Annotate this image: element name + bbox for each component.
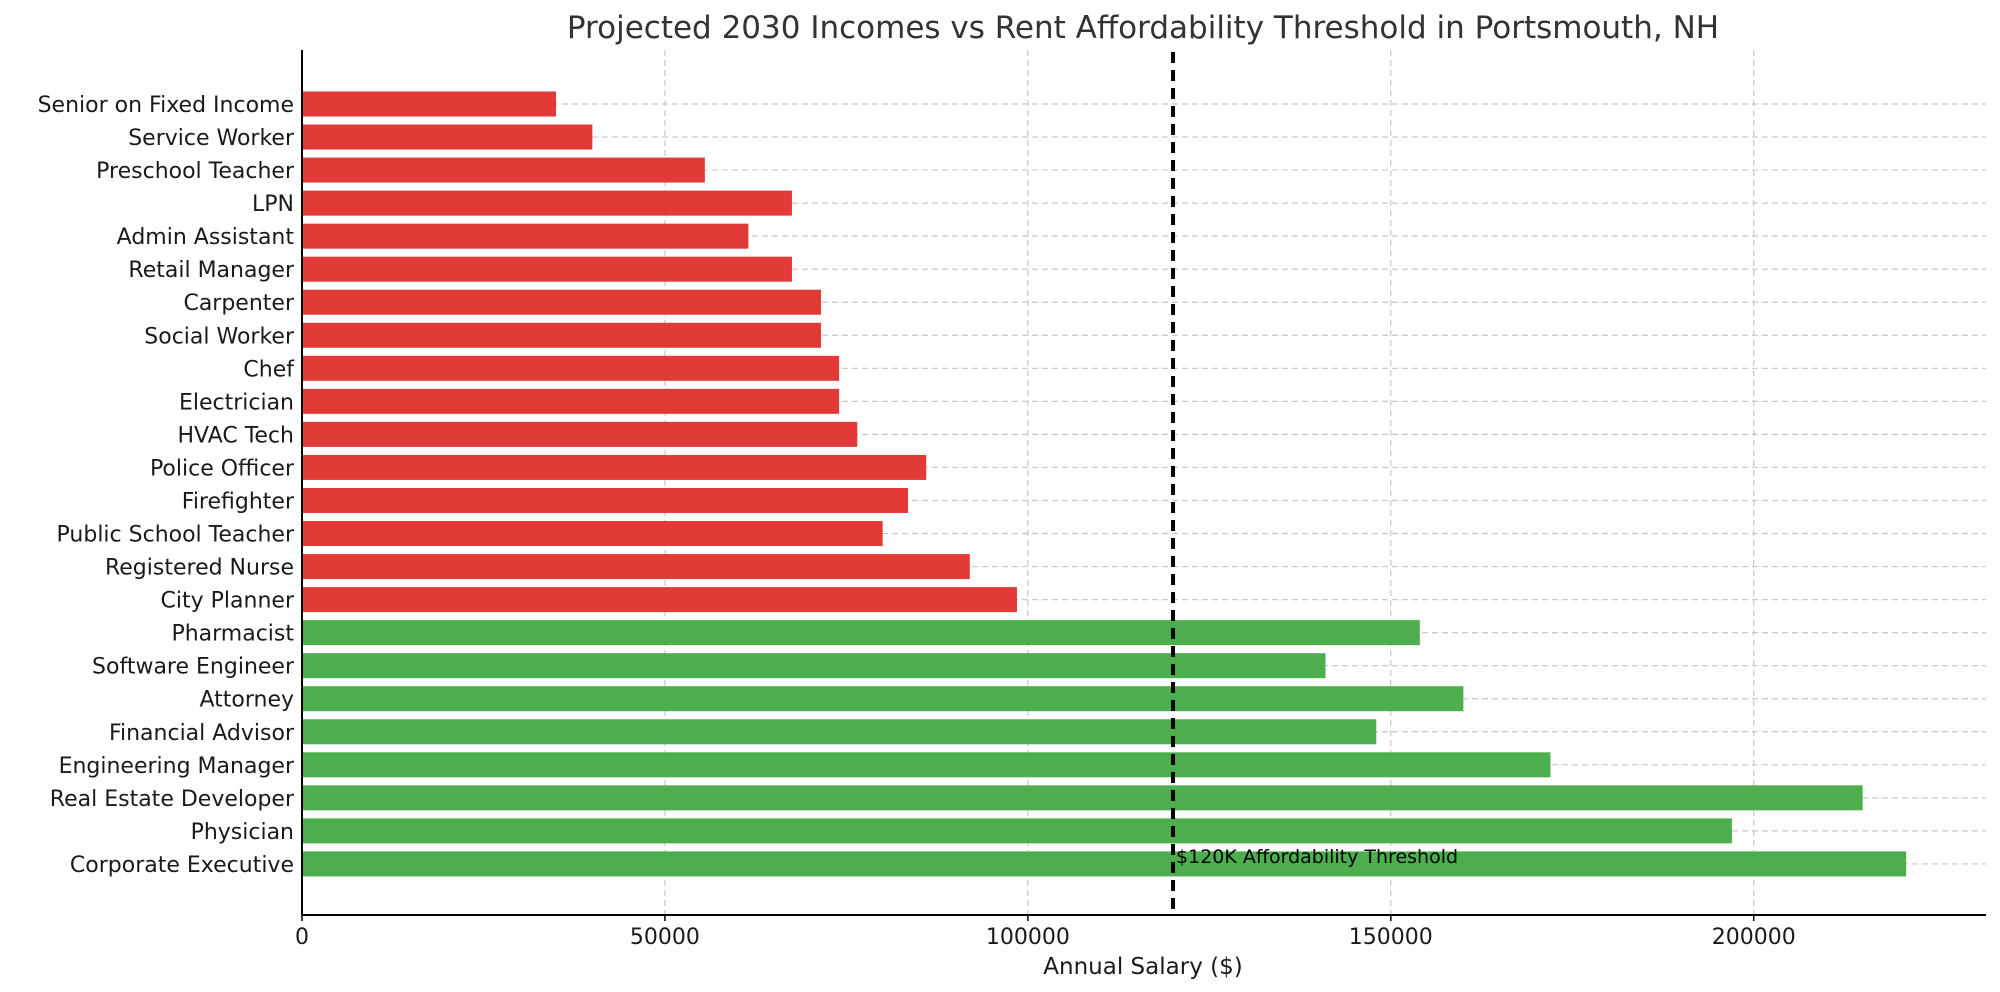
y-tick-label-7: Social Worker — [144, 324, 295, 349]
x-tick-label-0: 0 — [295, 925, 309, 950]
y-tick-label-16: Pharmacist — [171, 622, 294, 647]
bar-15 — [302, 587, 1017, 613]
bar-13 — [302, 521, 883, 547]
threshold-label: $120K Affordability Threshold — [1176, 846, 1458, 868]
y-tick-label-23: Corporate Executive — [70, 853, 294, 878]
y-tick-label-15: City Planner — [161, 589, 295, 614]
axes — [301, 50, 1986, 916]
bar-19 — [302, 719, 1377, 745]
bar-10 — [302, 421, 858, 447]
bar-2 — [302, 157, 705, 183]
y-tick-label-19: Financial Advisor — [109, 721, 295, 746]
y-tick-label-9: Electrician — [179, 390, 294, 415]
y-tick-label-0: Senior on Fixed Income — [38, 93, 294, 118]
x-tick-label-2: 100000 — [986, 925, 1070, 950]
bar-4 — [302, 223, 749, 249]
bar-9 — [302, 388, 840, 414]
bar-23 — [302, 851, 1907, 877]
y-tick-label-1: Service Worker — [128, 126, 295, 151]
y-tick-label-10: HVAC Tech — [178, 423, 294, 448]
y-tick-label-20: Engineering Manager — [59, 754, 295, 779]
y-tick-label-11: Police Officer — [150, 456, 295, 481]
bar-6 — [302, 289, 821, 315]
x-tick-label-3: 150000 — [1349, 925, 1433, 950]
bar-18 — [302, 686, 1464, 712]
y-tick-label-4: Admin Assistant — [117, 225, 295, 250]
bar-1 — [302, 124, 593, 150]
bar-21 — [302, 785, 1863, 811]
bar-7 — [302, 322, 821, 348]
chart-title: Projected 2030 Incomes vs Rent Affordabi… — [567, 10, 1719, 46]
y-tick-label-22: Physician — [191, 820, 294, 845]
y-tick-label-12: Firefighter — [182, 489, 295, 514]
x-tick-label-4: 200000 — [1712, 925, 1796, 950]
y-tick-label-13: Public School Teacher — [57, 523, 295, 548]
x-tick-labels: 0 50000 100000 150000 200000 — [295, 915, 1796, 950]
bar-5 — [302, 256, 792, 282]
bars — [302, 91, 1907, 877]
bar-12 — [302, 487, 909, 513]
y-tick-label-6: Carpenter — [183, 291, 294, 316]
bar-3 — [302, 190, 792, 216]
bar-17 — [302, 653, 1326, 679]
bar-8 — [302, 355, 840, 381]
bar-22 — [302, 818, 1732, 844]
bar-16 — [302, 620, 1420, 646]
bar-11 — [302, 454, 927, 480]
bar-14 — [302, 554, 970, 580]
y-tick-label-5: Retail Manager — [128, 258, 295, 283]
threshold-group: $120K Affordability Threshold — [1171, 52, 1458, 915]
x-axis-label: Annual Salary ($) — [1043, 954, 1242, 980]
y-tick-label-2: Preschool Teacher — [96, 159, 295, 184]
y-tick-label-17: Software Engineer — [92, 655, 295, 680]
y-tick-labels: Senior on Fixed Income Service Worker Pres… — [38, 93, 296, 878]
y-tick-label-18: Attorney — [199, 688, 294, 713]
bar-20 — [302, 752, 1551, 778]
y-tick-label-14: Registered Nurse — [105, 556, 294, 581]
y-tick-label-3: LPN — [252, 192, 294, 217]
y-tick-label-8: Chef — [243, 357, 295, 382]
y-tick-label-21: Real Estate Developer — [50, 787, 295, 812]
x-tick-label-1: 50000 — [630, 925, 700, 950]
bar-0 — [302, 91, 557, 117]
